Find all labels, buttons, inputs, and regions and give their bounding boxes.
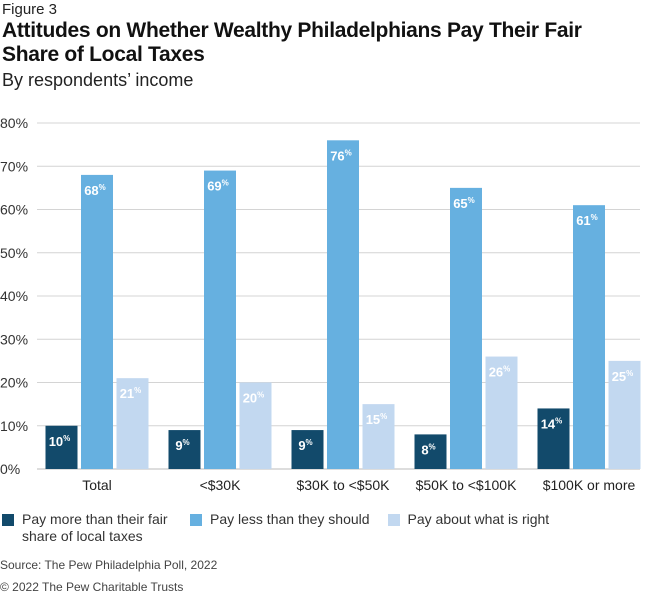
bar [291, 430, 324, 469]
bar [327, 140, 359, 470]
bar [450, 187, 482, 469]
y-tick-label: 70% [0, 158, 28, 174]
legend-swatch [190, 514, 202, 526]
copyright: © 2022 The Pew Charitable Trusts [0, 580, 184, 593]
bar [81, 174, 113, 469]
x-tick-label: <$30K [200, 477, 242, 493]
bar [168, 430, 201, 469]
y-tick-label: 20% [0, 375, 28, 391]
x-tick-label: $50K to <$100K [416, 477, 517, 493]
bar [537, 408, 570, 469]
y-tick-label: 30% [0, 331, 28, 347]
legend-item-more: Pay more than their fair share of local … [2, 511, 172, 545]
bar [414, 434, 447, 469]
chart-subtitle: By respondents’ income [2, 70, 194, 90]
legend: Pay more than their fair share of local … [2, 511, 567, 545]
chart-title: Attitudes on Whether Wealthy Philadelphi… [2, 19, 582, 66]
x-tick-label: $30K to <$50K [296, 477, 390, 493]
x-tick-label: $100K or more [543, 477, 636, 493]
bar [45, 425, 78, 469]
bar [362, 404, 395, 469]
y-tick-label: 60% [0, 202, 28, 218]
legend-item-less: Pay less than they should [190, 511, 370, 545]
legend-swatch [2, 514, 14, 526]
figure-label: Figure 3 [2, 1, 58, 18]
source-note: Source: The Pew Philadelphia Poll, 2022 [0, 558, 218, 572]
bar [573, 205, 605, 470]
legend-label: Pay more than their fair share of local … [22, 511, 168, 544]
bar [116, 378, 149, 469]
y-tick-label: 10% [0, 418, 28, 434]
x-tick-label: Total [82, 477, 112, 493]
y-tick-label: 40% [0, 288, 28, 304]
bar [239, 382, 272, 469]
y-tick-label: 80% [0, 115, 28, 131]
legend-label: Pay less than they should [210, 511, 370, 527]
legend-item-right: Pay about what is right [387, 511, 550, 545]
legend-label: Pay about what is right [407, 511, 550, 527]
y-tick-label: 0% [0, 461, 20, 477]
y-tick-label: 50% [0, 245, 28, 261]
legend-swatch [387, 514, 400, 526]
bar [608, 360, 641, 469]
bar [204, 170, 236, 469]
bar [485, 356, 518, 469]
